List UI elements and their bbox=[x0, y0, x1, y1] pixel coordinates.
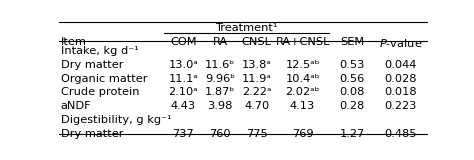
Text: 11.1ᵃ: 11.1ᵃ bbox=[168, 74, 198, 84]
Text: 0.08: 0.08 bbox=[339, 88, 365, 97]
Text: SEM: SEM bbox=[340, 37, 365, 47]
Text: 760: 760 bbox=[209, 129, 231, 139]
Text: 737: 737 bbox=[173, 129, 194, 139]
Text: 1.87ᵇ: 1.87ᵇ bbox=[205, 88, 235, 97]
Text: 12.5ᵃᵇ: 12.5ᵃᵇ bbox=[285, 60, 320, 70]
Text: RA+CNSL: RA+CNSL bbox=[275, 37, 330, 47]
Text: 4.43: 4.43 bbox=[171, 101, 196, 111]
Text: 0.28: 0.28 bbox=[339, 101, 365, 111]
Text: Treatment¹: Treatment¹ bbox=[215, 23, 278, 33]
Text: Organic matter: Organic matter bbox=[61, 74, 147, 84]
Text: 2.22ᵃ: 2.22ᵃ bbox=[242, 88, 272, 97]
Text: Dry matter: Dry matter bbox=[61, 129, 123, 139]
Text: 1.27: 1.27 bbox=[339, 129, 365, 139]
Text: 11.6ᵇ: 11.6ᵇ bbox=[205, 60, 235, 70]
Text: 769: 769 bbox=[292, 129, 313, 139]
Text: 775: 775 bbox=[246, 129, 268, 139]
Text: RA: RA bbox=[212, 37, 228, 47]
Text: 9.96ᵇ: 9.96ᵇ bbox=[205, 74, 235, 84]
Text: 13.0ᵃ: 13.0ᵃ bbox=[168, 60, 198, 70]
Text: 0.044: 0.044 bbox=[385, 60, 417, 70]
Text: Crude protein: Crude protein bbox=[61, 88, 139, 97]
Text: 3.98: 3.98 bbox=[207, 101, 233, 111]
Text: Intake, kg d⁻¹: Intake, kg d⁻¹ bbox=[61, 46, 138, 56]
Text: 0.018: 0.018 bbox=[384, 88, 417, 97]
Text: $\it{P}$-value: $\it{P}$-value bbox=[379, 37, 423, 49]
Text: Digestibility, g kg⁻¹: Digestibility, g kg⁻¹ bbox=[61, 115, 171, 125]
Text: 10.4ᵃᵇ: 10.4ᵃᵇ bbox=[285, 74, 320, 84]
Text: 0.53: 0.53 bbox=[339, 60, 365, 70]
Text: 0.56: 0.56 bbox=[339, 74, 365, 84]
Text: 0.485: 0.485 bbox=[384, 129, 417, 139]
Text: Item: Item bbox=[61, 37, 87, 47]
Text: 4.70: 4.70 bbox=[244, 101, 269, 111]
Text: 2.10ᵃ: 2.10ᵃ bbox=[168, 88, 198, 97]
Text: 11.9ᵃ: 11.9ᵃ bbox=[242, 74, 272, 84]
Text: aNDF: aNDF bbox=[61, 101, 91, 111]
Text: Dry matter: Dry matter bbox=[61, 60, 123, 70]
Text: CNSL: CNSL bbox=[242, 37, 272, 47]
Text: 0.223: 0.223 bbox=[385, 101, 417, 111]
Text: 4.13: 4.13 bbox=[290, 101, 315, 111]
Text: 2.02ᵃᵇ: 2.02ᵃᵇ bbox=[285, 88, 320, 97]
Text: 0.028: 0.028 bbox=[384, 74, 417, 84]
Text: 13.8ᵃ: 13.8ᵃ bbox=[242, 60, 272, 70]
Text: COM: COM bbox=[170, 37, 197, 47]
